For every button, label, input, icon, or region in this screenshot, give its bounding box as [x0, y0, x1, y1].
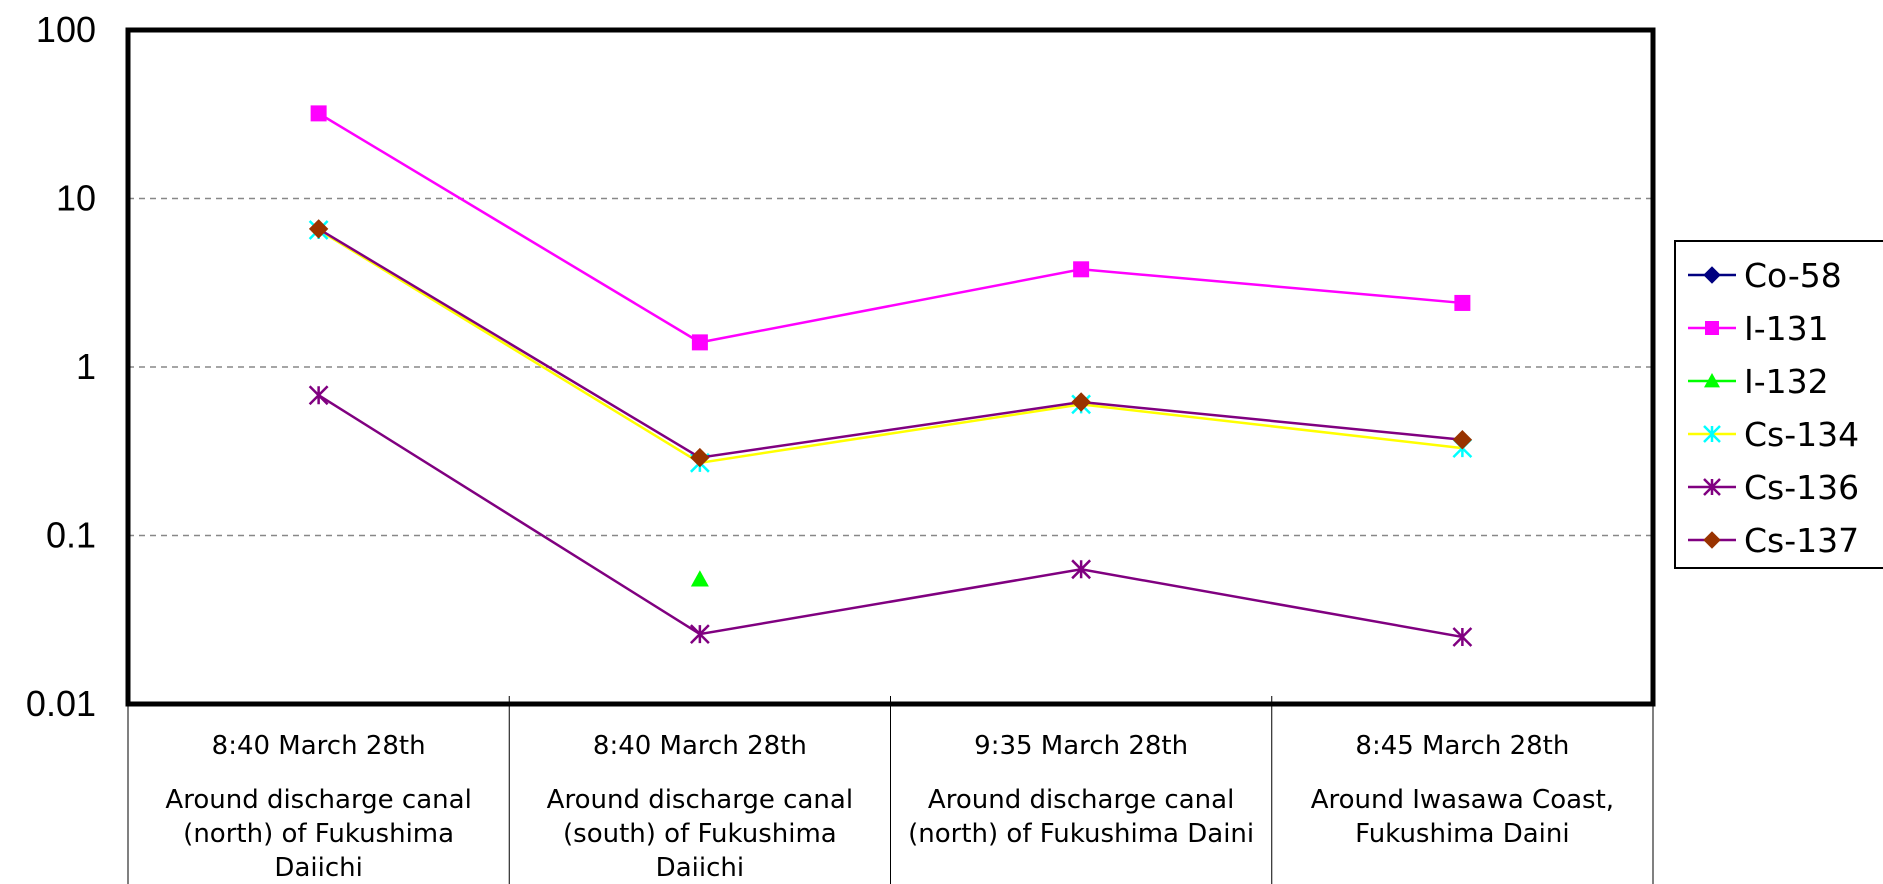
legend-label: Cs-136 [1744, 468, 1859, 507]
data-point [690, 570, 709, 587]
data-point [1454, 294, 1471, 311]
category-location-label: Around Iwasawa Coast, [1311, 785, 1614, 815]
category-location-label: Around discharge canal [547, 785, 853, 815]
series-line [317, 112, 1463, 344]
category-time-label: 8:40 March 28th [593, 731, 807, 761]
legend-label: I-131 [1744, 309, 1829, 348]
series-line [317, 228, 1463, 465]
legend-marker [1705, 321, 1719, 335]
category-time-label: 9:35 March 28th [974, 731, 1188, 761]
data-point [691, 334, 708, 351]
category-location-label: Fukushima Daini [1355, 819, 1569, 849]
legend-label: Co-58 [1744, 256, 1842, 295]
gridlines [128, 197, 1653, 537]
legend-label: Cs-134 [1744, 415, 1859, 454]
legend-label: Cs-137 [1744, 521, 1859, 560]
series-cs-136 [308, 385, 1473, 647]
legend: Co-58 I-131 I-132 Cs-134 Cs-136 Cs-137 [1674, 240, 1883, 569]
data-point [308, 385, 329, 406]
data-point [1452, 627, 1473, 647]
series-cs-134 [308, 220, 1473, 473]
data-point [1071, 559, 1092, 580]
category-location-label: Around discharge canal [165, 785, 471, 815]
legend-marker [1704, 373, 1720, 388]
series-i-131 [310, 105, 1471, 351]
series-cs-137 [308, 219, 1473, 468]
category-location-label: Around discharge canal [928, 785, 1234, 815]
data-point [690, 447, 710, 468]
y-axis-ticks: 100 10 1 0.1 0.01 [26, 9, 96, 724]
y-tick-label: 0.01 [26, 683, 96, 724]
category-location-label: (south) of Fukushima [563, 819, 837, 849]
legend-marker [1703, 478, 1721, 496]
series-layer [308, 105, 1473, 647]
series-line [317, 227, 1463, 459]
data-point [1452, 430, 1473, 450]
series-line [317, 394, 1463, 639]
data-point [1071, 392, 1091, 412]
data-point [310, 105, 327, 122]
y-tick-label: 1 [76, 346, 96, 387]
category-location-label: (north) of Fukushima [183, 819, 454, 849]
y-tick-label: 10 [56, 178, 96, 219]
category-time-label: 8:45 March 28th [1355, 731, 1569, 761]
legend-label: I-132 [1744, 362, 1829, 401]
series-i-132 [690, 570, 709, 587]
data-point [1073, 261, 1090, 278]
data-point [689, 624, 710, 644]
data-point [308, 219, 329, 239]
legend-marker [1703, 425, 1721, 443]
legend-box [1674, 240, 1883, 569]
category-location-label: Daiichi [274, 853, 362, 883]
y-tick-label: 0.1 [46, 515, 96, 556]
x-axis-category-table: 8:40 March 28th Around discharge canal (no… [127, 696, 1654, 884]
y-tick-label: 100 [36, 9, 96, 50]
category-location-label: Daiichi [656, 853, 744, 883]
category-time-label: 8:40 March 28th [212, 731, 426, 761]
category-location-label: (north) of Fukushima Daini [908, 819, 1254, 849]
legend-marker [1703, 531, 1721, 549]
legend-marker [1703, 266, 1721, 284]
